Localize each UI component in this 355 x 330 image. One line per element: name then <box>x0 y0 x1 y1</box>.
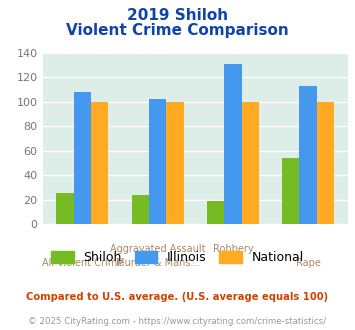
Bar <box>317 102 334 224</box>
Text: All Violent Crime: All Violent Crime <box>42 258 123 268</box>
Bar <box>149 99 166 224</box>
Bar <box>207 201 224 224</box>
Text: © 2025 CityRating.com - https://www.cityrating.com/crime-statistics/: © 2025 CityRating.com - https://www.city… <box>28 317 327 326</box>
Bar <box>166 102 184 224</box>
Bar <box>132 195 149 224</box>
Bar <box>299 86 317 224</box>
Bar <box>56 192 74 224</box>
Bar <box>282 158 299 224</box>
Bar <box>91 102 108 224</box>
Legend: Shiloh, Illinois, National: Shiloh, Illinois, National <box>46 246 309 269</box>
Bar <box>224 64 241 224</box>
Text: 2019 Shiloh: 2019 Shiloh <box>127 8 228 23</box>
Text: Rape: Rape <box>296 258 321 268</box>
Bar <box>241 102 259 224</box>
Text: Violent Crime Comparison: Violent Crime Comparison <box>66 23 289 38</box>
Text: Aggravated Assault: Aggravated Assault <box>110 244 206 254</box>
Text: Compared to U.S. average. (U.S. average equals 100): Compared to U.S. average. (U.S. average … <box>26 292 329 302</box>
Text: Murder & Mans...: Murder & Mans... <box>116 258 200 268</box>
Text: Robbery: Robbery <box>213 244 253 254</box>
Bar <box>74 92 91 224</box>
